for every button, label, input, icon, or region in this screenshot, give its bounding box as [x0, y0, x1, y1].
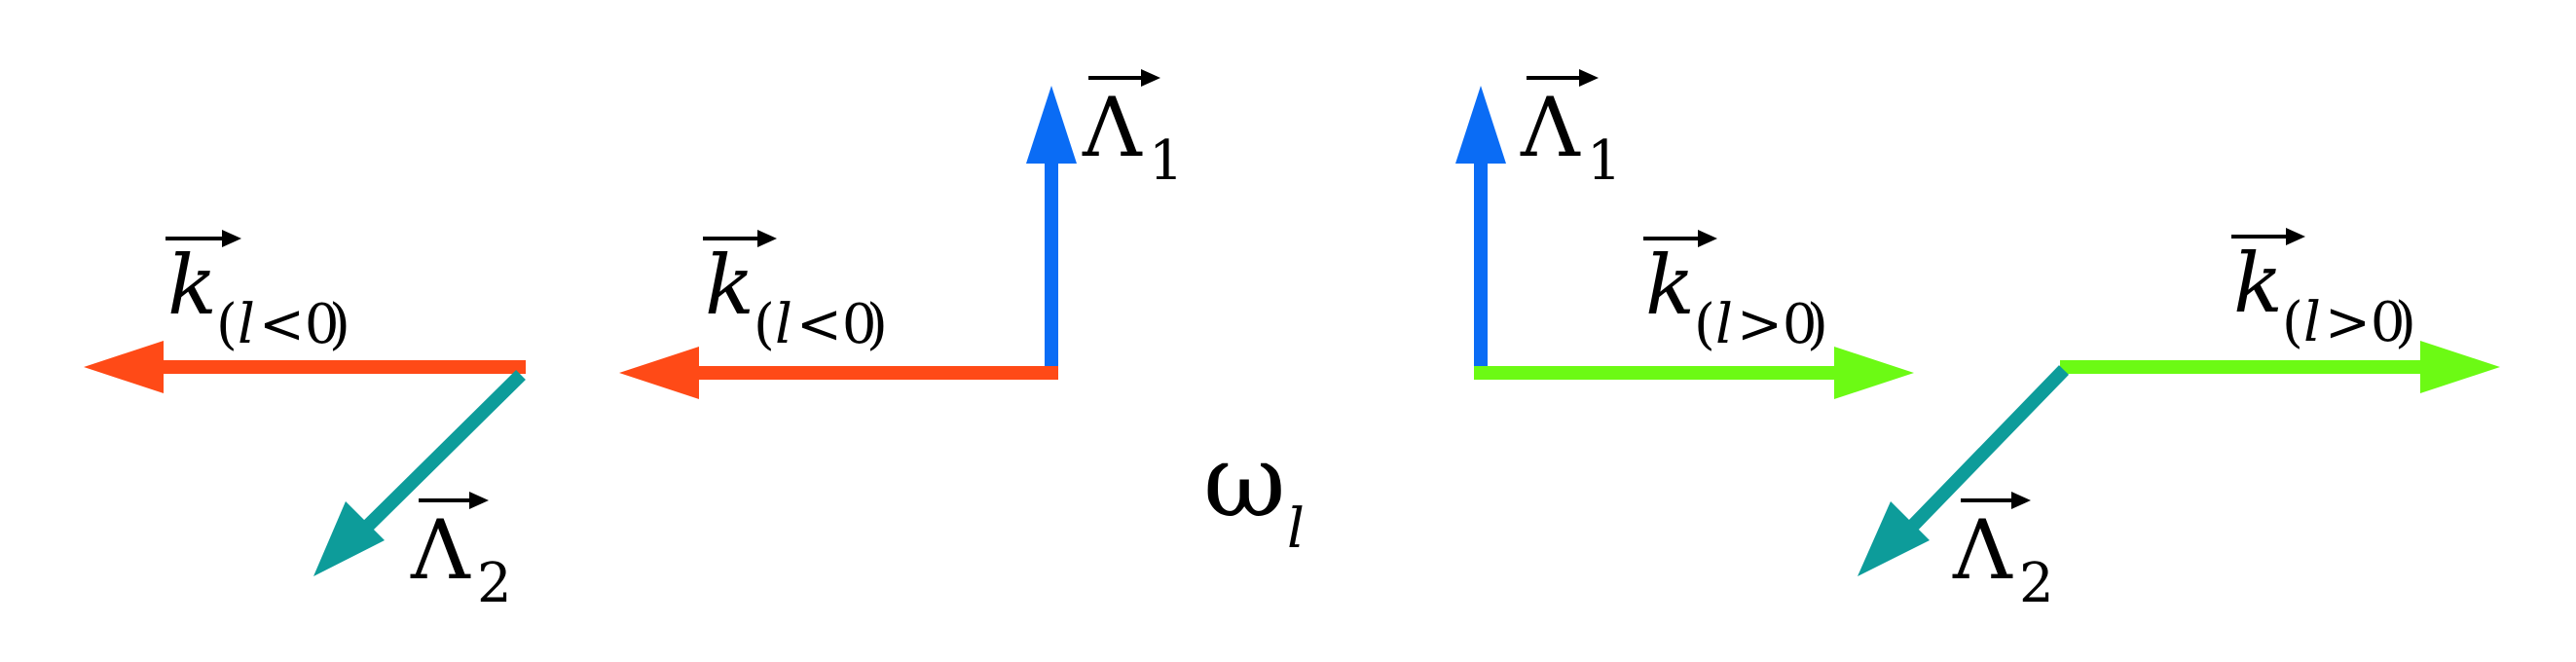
omega-l-label: ω l [1203, 422, 1305, 561]
subscript-paren-close: ) [866, 293, 888, 356]
subscript-l: l [1715, 293, 1733, 356]
subscript-l: l [775, 293, 792, 356]
vector-bar-head [2286, 228, 2305, 245]
lambda1-label-right: Λ 1 [1520, 69, 1622, 193]
lambda2-vector-arrow-right [1902, 365, 2070, 535]
k-vector-arrowhead [619, 347, 699, 399]
lambda2-vector-arrowhead [313, 501, 385, 576]
panel-right-outer: k ( l >0 ) Λ 2 [1858, 228, 2500, 615]
omega-subscript-l: l [1287, 497, 1305, 561]
panel-right-inner: Λ 1 k ( l >0 ) [1455, 69, 1914, 399]
k-label-l-negative-outer: k ( l <0 ) [166, 230, 350, 356]
k-vector-arrowhead [2420, 341, 2500, 393]
k-vector-arrowhead [1834, 347, 1914, 399]
k-vector-arrowhead [84, 341, 164, 393]
lambda2-vector-arrowhead [1858, 501, 1930, 576]
lambda-symbol: Λ [1520, 80, 1581, 175]
lambda2-label-outer: Λ 2 [410, 492, 512, 615]
vector-bar-head [1698, 230, 1717, 247]
subscript-condition: <0 [796, 293, 877, 356]
vector-bar-head [2011, 492, 2031, 509]
subscript-two: 2 [477, 552, 512, 615]
vector-bar-head [1579, 69, 1599, 87]
subscript-paren-close: ) [329, 293, 350, 356]
subscript-paren-open: ( [2282, 291, 2303, 354]
k-label-l-positive-outer: k ( l >0 ) [2231, 228, 2416, 354]
vector-bar-head [757, 230, 777, 247]
subscript-condition: <0 [259, 293, 340, 356]
panel-left-outer: k ( l <0 ) Λ 2 [84, 230, 526, 615]
k-label-l-negative-inner: k ( l <0 ) [703, 230, 888, 356]
lambda1-vector-arrowhead [1026, 86, 1077, 164]
k-symbol: k [705, 238, 754, 333]
subscript-condition: >0 [2325, 291, 2406, 354]
omega-symbol: ω [1203, 422, 1286, 540]
panel-left-inner: k ( l <0 ) Λ 1 [619, 69, 1184, 399]
lambda-symbol: Λ [1952, 502, 2013, 598]
subscript-one: 1 [1149, 129, 1184, 193]
vector-bar-head [222, 230, 241, 247]
lambda-symbol: Λ [410, 502, 471, 598]
subscript-paren-open: ( [1694, 293, 1715, 356]
subscript-paren-open: ( [754, 293, 775, 356]
subscript-paren-open: ( [216, 293, 238, 356]
lambda2-label-right: Λ 2 [1952, 492, 2054, 615]
subscript-paren-close: ) [1807, 293, 1828, 356]
lambda1-label-left: Λ 1 [1082, 69, 1184, 193]
subscript-l: l [2303, 291, 2321, 354]
subscript-condition: >0 [1737, 293, 1818, 356]
subscript-one: 1 [1587, 129, 1622, 193]
subscript-l: l [238, 293, 255, 356]
k-symbol: k [2233, 236, 2283, 331]
vector-bar-head [1141, 69, 1160, 87]
k-symbol: k [167, 238, 217, 333]
subscript-two: 2 [2019, 552, 2054, 615]
k-label-l-positive-inner: k ( l >0 ) [1643, 230, 1828, 356]
lambda1-vector-arrowhead [1455, 86, 1506, 164]
k-symbol: k [1645, 238, 1695, 333]
lambda-symbol: Λ [1082, 80, 1143, 175]
lambda2-vector-arrow-outer [358, 370, 526, 535]
subscript-paren-close: ) [2395, 291, 2416, 354]
vector-bar-head [469, 492, 489, 509]
